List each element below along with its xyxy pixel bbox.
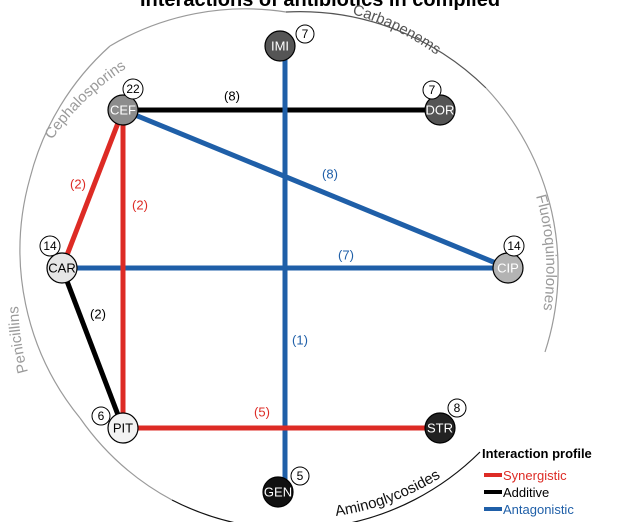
antibiotic-nodes: IMI 7 DOR 7 CEF 22 CAR 14 — [39, 24, 525, 508]
arc-cephalosporins-left-segment — [29, 45, 111, 179]
edge-cef-car — [59, 109, 126, 269]
node-gen-count: 5 — [297, 469, 304, 483]
node-gen-count-badge — [290, 466, 310, 486]
node-cef-count: 22 — [126, 82, 140, 96]
node-str-label: STR — [427, 421, 453, 436]
node-gen-label: GEN — [264, 485, 292, 500]
edge-label-imi-gen: (1) — [292, 333, 308, 348]
edge-label-car-cip: (7) — [338, 248, 354, 263]
node-imi-count: 7 — [302, 27, 309, 41]
edge-label-pit-str: (5) — [254, 405, 270, 420]
node-pit-label: PIT — [113, 421, 133, 436]
edge-label-cef-dor: (8) — [224, 89, 240, 104]
node-pit-circle[interactable] — [107, 412, 139, 444]
legend-title: Interaction profile — [482, 446, 592, 461]
arc-aminoglycosides-segment — [171, 451, 481, 522]
node-str-count: 8 — [454, 401, 461, 415]
interaction-legend: Interaction profile Synergistic Additive… — [482, 446, 592, 517]
edge-label-car-pit: (2) — [90, 307, 106, 322]
edge-cef-cip — [122, 107, 509, 271]
legend-item-antagonistic: Antagonistic — [484, 502, 574, 517]
node-cip-count-badge — [503, 235, 525, 257]
node-car-circle[interactable] — [46, 252, 78, 284]
node-imi[interactable]: IMI 7 — [264, 24, 315, 62]
node-gen[interactable]: GEN 5 — [262, 466, 310, 508]
node-imi-label: IMI — [271, 39, 289, 54]
class-arcs — [19, 8, 559, 522]
node-str[interactable]: STR 8 — [424, 398, 467, 444]
edge-labels: (8) (1) (8) (7) (2) (2) (2) (5) — [70, 89, 354, 420]
node-cef-count-badge — [122, 78, 144, 100]
node-pit-count-badge — [91, 406, 111, 426]
arc-penicillins-bottom-segment — [79, 417, 173, 501]
node-cef[interactable]: CEF 22 — [107, 78, 144, 126]
node-dor-count: 7 — [429, 83, 436, 97]
edge-label-cef-pit: (2) — [132, 198, 148, 213]
legend-label-synergistic: Synergistic — [503, 468, 567, 483]
node-car-count: 14 — [43, 239, 57, 253]
node-gen-circle[interactable] — [262, 476, 294, 508]
arc-carbapenems-segment — [285, 11, 487, 89]
node-imi-count-badge — [295, 24, 315, 44]
node-car-label: CAR — [48, 261, 75, 276]
node-car-count-badge — [39, 235, 61, 257]
node-str-circle[interactable] — [424, 412, 456, 444]
legend-label-antagonistic: Antagonistic — [503, 502, 574, 517]
arc-fluoroquinolones-segment — [485, 87, 559, 353]
node-cef-circle[interactable] — [107, 94, 139, 126]
node-cef-label: CEF — [110, 103, 136, 118]
edge-car-pit — [59, 267, 126, 429]
edge-label-cef-cip: (8) — [322, 167, 338, 182]
class-label-fluoroquinolones: Fluoroquinolones — [532, 193, 559, 312]
node-dor-label: DOR — [426, 103, 455, 118]
arc-penicillins-segment — [19, 177, 81, 419]
interaction-edges — [59, 46, 509, 490]
diagram-title: Interactions of antibiotics in compiled — [140, 0, 500, 11]
edge-label-cef-car: (2) — [70, 177, 86, 192]
node-pit-count: 6 — [98, 409, 105, 423]
node-imi-circle[interactable] — [264, 30, 296, 62]
arc-cephalosporins-segment — [109, 8, 287, 47]
legend-item-synergistic: Synergistic — [484, 468, 567, 483]
legend-label-additive: Additive — [503, 485, 549, 500]
node-cip-label: CIP — [497, 261, 519, 276]
node-car[interactable]: CAR 14 — [39, 235, 78, 284]
node-str-count-badge — [447, 398, 467, 418]
node-dor-count-badge — [422, 80, 442, 100]
node-cip[interactable]: CIP 14 — [492, 235, 525, 284]
node-cip-count: 14 — [507, 239, 521, 253]
node-pit[interactable]: PIT 6 — [91, 406, 139, 444]
legend-item-additive: Additive — [484, 485, 549, 500]
node-dor[interactable]: DOR 7 — [422, 80, 456, 126]
